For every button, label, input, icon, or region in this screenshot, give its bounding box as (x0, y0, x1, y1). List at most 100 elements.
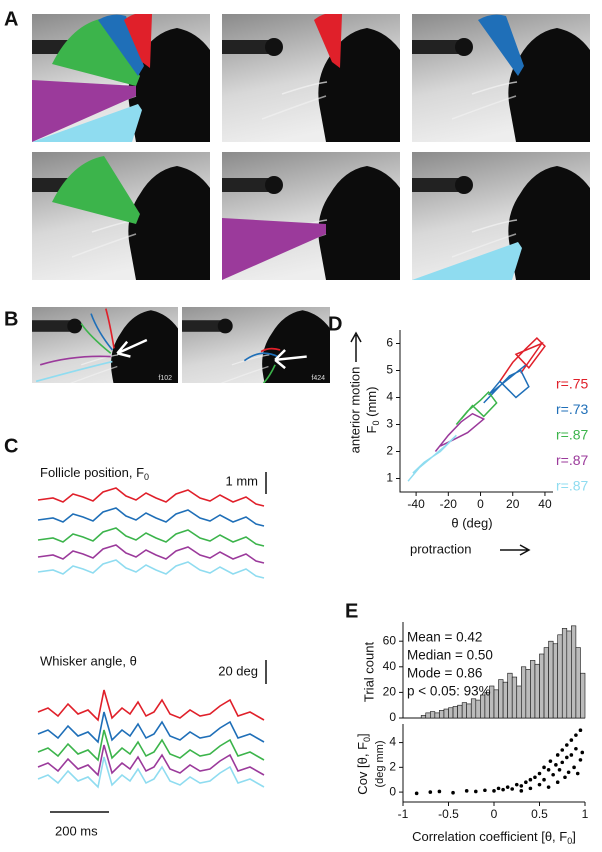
point (554, 763, 558, 767)
x-tick-label: -0.5 (438, 807, 459, 821)
bar (466, 703, 472, 719)
annotation: Median = 0.50 (407, 648, 493, 663)
x-tick-label: 40 (538, 497, 552, 511)
y-tick-label: 5 (386, 363, 393, 377)
point (496, 786, 501, 791)
bar (575, 647, 581, 719)
legend-entry: r=.75 (556, 376, 589, 392)
bar (557, 634, 563, 719)
point (528, 786, 533, 791)
bar (475, 699, 481, 719)
x-axis-label: Correlation coefficient [θ, F0] (412, 829, 576, 846)
bar (425, 712, 431, 719)
y-tick-label: 4 (386, 390, 393, 404)
point (565, 755, 569, 760)
point (542, 777, 546, 782)
y-tick-label: 3 (386, 417, 393, 431)
bar (530, 660, 536, 719)
point (574, 733, 578, 737)
annotation: Mode = 0.86 (407, 666, 482, 681)
point (560, 748, 565, 752)
point (546, 768, 551, 772)
photo (412, 152, 590, 280)
trace-title: Follicle position, F0 (40, 465, 149, 482)
bar (525, 669, 531, 719)
point (519, 784, 524, 788)
panel-label: B (4, 308, 18, 330)
point (542, 765, 546, 770)
bar (507, 672, 513, 719)
photo (32, 152, 210, 280)
y-tick-label: 0 (389, 784, 396, 798)
photo (222, 152, 400, 280)
bar (516, 685, 522, 719)
point (414, 791, 419, 796)
point (519, 789, 524, 793)
y-tick-label: 60 (383, 633, 397, 647)
point (537, 782, 542, 787)
bar (511, 676, 518, 719)
point (569, 738, 574, 742)
point (569, 753, 574, 757)
point (501, 787, 505, 792)
panel-label: C (4, 435, 18, 457)
point (563, 775, 567, 780)
angle-traces (37, 689, 265, 788)
point (572, 765, 576, 770)
axis-line (399, 330, 553, 493)
photo (412, 14, 590, 142)
x-tick-label: -1 (398, 807, 409, 821)
point (437, 789, 442, 794)
series-line (434, 412, 486, 452)
bar (543, 647, 549, 719)
bar (439, 710, 445, 719)
bar (580, 672, 586, 719)
series-line (499, 337, 546, 382)
point (555, 780, 560, 784)
legend-entry: r=.87 (556, 427, 589, 443)
point (464, 789, 469, 793)
bar (448, 707, 454, 719)
point (514, 782, 519, 787)
panel-label: D (328, 313, 342, 335)
trace-title: Whisker angle, θ (40, 653, 137, 668)
frame (32, 307, 178, 383)
follicle-traces (37, 487, 265, 579)
x-axis-label: θ (deg) (451, 515, 492, 530)
frame-id: f424 (311, 375, 325, 382)
panel-label: A (4, 8, 18, 30)
point (474, 789, 478, 794)
y-tick-label: 2 (386, 444, 393, 458)
y-axis-label: F0 (mm) (364, 387, 381, 434)
bar (457, 704, 463, 719)
frame (182, 307, 330, 383)
y-tick-label: 1 (386, 471, 393, 485)
bar (534, 663, 540, 719)
scale-label: 1 mm (226, 473, 259, 488)
bar (548, 640, 554, 719)
y-axis-label: anterior motion (347, 367, 362, 454)
bar (470, 698, 477, 719)
point (528, 777, 533, 782)
point (483, 788, 487, 793)
bar (434, 712, 440, 719)
x-tick-label: 0 (491, 807, 498, 821)
arrow (350, 331, 362, 362)
photo (222, 14, 400, 142)
legend-entry: r=.87 (556, 452, 589, 468)
bar (429, 711, 436, 719)
bar (461, 702, 467, 719)
x-tick-label: 0.5 (531, 807, 548, 821)
point (575, 771, 580, 776)
point (428, 790, 433, 794)
bar (566, 630, 572, 719)
y-tick-label: 0 (389, 710, 396, 724)
bar (539, 653, 545, 719)
photo (32, 14, 210, 142)
y-tick-label: 2 (389, 760, 396, 774)
point (578, 728, 583, 732)
point (560, 760, 565, 765)
bar (520, 666, 527, 719)
annotation: p < 0.05: 93% (407, 684, 491, 699)
